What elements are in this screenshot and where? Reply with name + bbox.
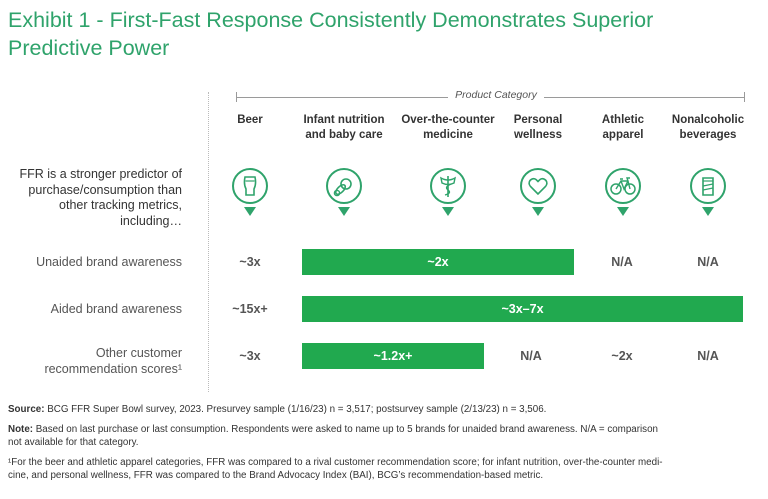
category-bracket-left: [236, 97, 448, 98]
value-label: ~3x: [239, 349, 261, 363]
value-label: N/A: [611, 255, 633, 269]
exhibit-title: Exhibit 1 - First-Fast Response Consiste…: [8, 6, 758, 62]
soda-can-icon: [690, 168, 726, 216]
column-header-infant-nutrition: Infant nutrition and baby care: [303, 114, 385, 141]
value-label: ~2x: [611, 349, 633, 363]
value-label: ~3x: [239, 255, 261, 269]
category-bracket-right: [544, 97, 744, 98]
value-bar: ~2x: [302, 249, 574, 275]
category-header: Product Category: [455, 89, 537, 101]
pacifier-icon: [326, 168, 362, 216]
row-label-unaided: Unaided brand awareness: [36, 255, 182, 269]
column-divider: [208, 92, 209, 392]
title-line-2: Predictive Power: [8, 36, 170, 60]
column-header-nonalcoholic-beverages: Nonalcoholic beverages: [671, 114, 745, 141]
title-line-1: Exhibit 1 - First-Fast Response Consiste…: [8, 8, 654, 32]
column-header-otc-medicine: Over-the-counter medicine: [401, 114, 495, 141]
footnote-1: ¹For the beer and athletic apparel categ…: [8, 457, 663, 481]
row-label-aided: Aided brand awareness: [50, 302, 182, 316]
value-bar: ~3x–7x: [302, 296, 743, 322]
column-header-personal-wellness: Personal wellness: [513, 114, 563, 141]
value-label: N/A: [697, 349, 719, 363]
beer-glass-icon: [232, 168, 268, 216]
caduceus-icon: [430, 168, 466, 216]
bicycle-icon: [605, 168, 641, 216]
intro-text: FFR is a stronger predictor of purchase/…: [19, 167, 182, 228]
value-bar: ~1.2x+: [302, 343, 484, 369]
note-text: Note: Based on last purchase or last con…: [8, 424, 658, 448]
value-label: N/A: [697, 255, 719, 269]
category-bracket-right-tick: [744, 92, 745, 102]
value-label: N/A: [520, 349, 542, 363]
heart-icon: [520, 168, 556, 216]
column-header-athletic-apparel: Athletic apparel: [601, 114, 645, 141]
row-label-recommendation: Other customer recommendation scores¹: [44, 346, 182, 376]
column-header-beer: Beer: [237, 114, 263, 126]
source-note: Source: BCG FFR Super Bowl survey, 2023.…: [8, 404, 547, 415]
value-label: ~15x+: [232, 302, 268, 316]
